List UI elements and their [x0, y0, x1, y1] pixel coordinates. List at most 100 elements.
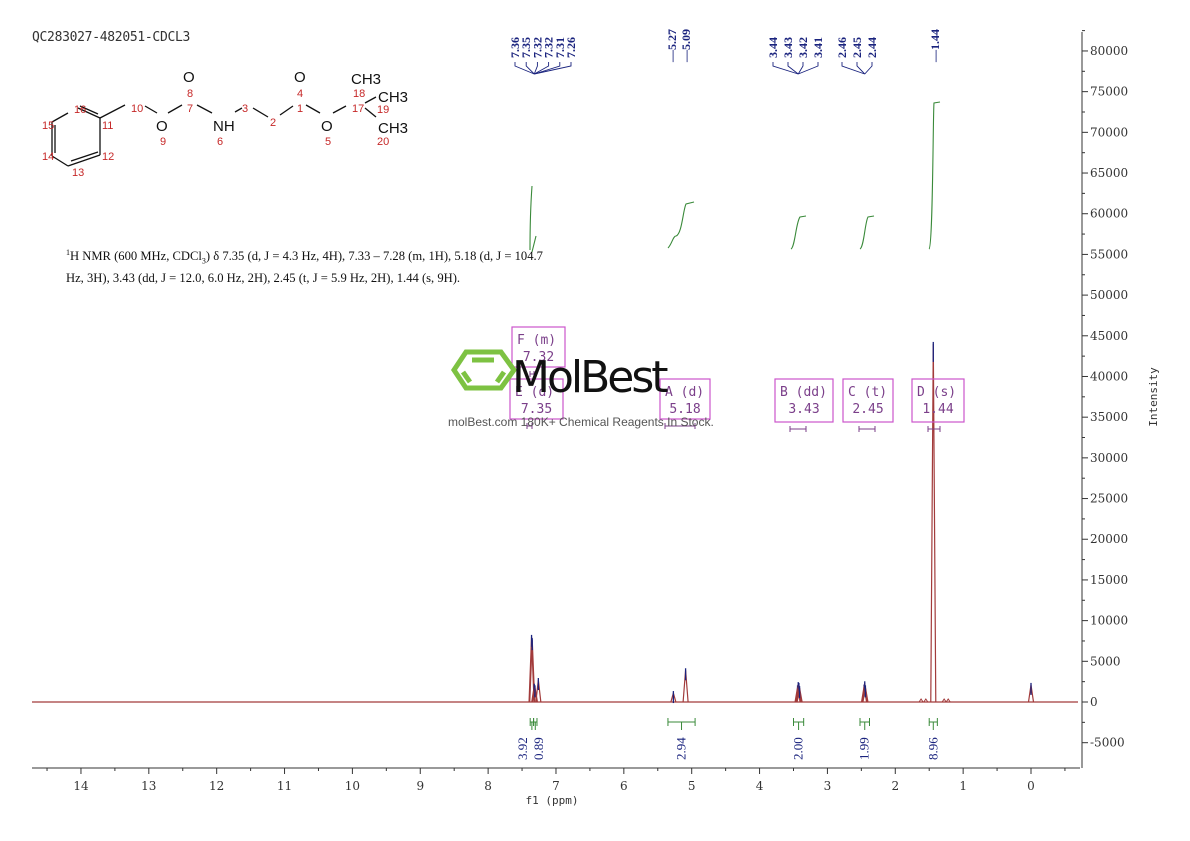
atom-num-7: 7 [187, 103, 193, 115]
y-tick-label: 25000 [1090, 492, 1128, 506]
y-tick-label: 30000 [1090, 451, 1128, 465]
integral-value: 8.96 [925, 737, 940, 760]
molecule-labels: O O CH3 CH3 CH3 NH O O 4 1 2 3 5 6 7 8 9… [42, 69, 408, 179]
peak-label: 2.46 [835, 37, 849, 58]
y-tick-label: 55000 [1090, 247, 1128, 261]
y-tick-label: 5000 [1090, 654, 1121, 668]
atom-num-4: 1 [297, 103, 303, 115]
atom-num-13: 13 [72, 167, 84, 179]
multiplet-box-C: C (t) 2.45 [842, 378, 894, 432]
svg-text:D (s): D (s) [917, 385, 956, 400]
peak-label: 7.36 [508, 37, 522, 58]
watermark-tagline: molBest.com 180K+ Chemical Reagents In S… [448, 415, 714, 429]
svg-text:A (d): A (d) [665, 385, 704, 400]
peak-label: 7.32 [530, 37, 544, 58]
svg-text:7.35: 7.35 [521, 402, 552, 417]
svg-text:5.18: 5.18 [669, 402, 700, 417]
x-tick-label: 9 [416, 779, 424, 793]
peak-label: —5.27 [665, 29, 679, 63]
multiplet-box-E: E (d) 7.35 [509, 378, 564, 429]
y-tick-label: 70000 [1090, 125, 1128, 139]
x-tick-label: 1 [959, 779, 967, 793]
atom-num-5: 5 [325, 136, 331, 148]
atom-o-carbonyl-1: O [183, 69, 195, 86]
integral-value: 3.92 [515, 737, 530, 760]
x-tick-label: 10 [345, 779, 360, 793]
atom-nh: NH [213, 118, 235, 135]
svg-text:C (t): C (t) [848, 385, 887, 400]
x-axis: 14 13 12 11 10 9 8 7 6 5 4 3 2 1 0 f1 (ppm) [32, 767, 1080, 807]
peak-label: 7.35 [519, 37, 533, 58]
y-tick-label: 10000 [1090, 614, 1128, 628]
spectrum-trace [32, 341, 1078, 704]
x-tick-label: 12 [209, 779, 224, 793]
atom-o-carbonyl-2: O [294, 69, 306, 86]
atom-num-9: 9 [160, 136, 166, 148]
peak-label: 3.41 [811, 37, 825, 58]
atom-num-11: 11 [102, 120, 113, 132]
integral-value: 2.00 [791, 737, 806, 760]
atom-num-20: 20 [377, 136, 389, 148]
watermark-brand: MolBest [512, 352, 668, 403]
multiplet-box-F: F (m) 7.32 [511, 326, 566, 377]
x-tick-label: 5 [688, 779, 696, 793]
nmr-line1-rest: ) δ 7.35 (d, J = 4.3 Hz, 4H), 7.33 – 7.2… [205, 249, 543, 264]
y-tick-label: 65000 [1090, 166, 1128, 180]
integral-value: 2.94 [674, 737, 689, 760]
atom-num-6: 6 [217, 136, 223, 148]
atom-num-18: 18 [353, 88, 365, 100]
peak-label: —1.44 [928, 29, 942, 63]
nmr-description: 1H NMR (600 MHz, CDCl3) δ 7.35 (d, J = 4… [66, 245, 636, 286]
atom-num-14: 14 [42, 151, 54, 163]
y-tick-label: 75000 [1090, 85, 1128, 99]
multiplet-box-D: D (s) 1.44 [911, 378, 965, 432]
integral-brackets: 3.92 0.89 2.94 2.00 1.99 8.96 [515, 718, 940, 760]
y-axis-title: Intensity [1147, 367, 1160, 427]
x-tick-label: 6 [620, 779, 628, 793]
molecule-structure [51, 96, 377, 167]
peak-labels: 7.367.357.327.327.317.26 —5.27 —5.09 3.44 3.… [508, 29, 942, 75]
peak-label: 7.31 [553, 37, 567, 58]
atom-o-5: O [321, 118, 333, 135]
x-tick-label: 14 [73, 779, 89, 793]
x-tick-label: 4 [756, 779, 764, 793]
x-tick-label: 2 [891, 779, 899, 793]
x-tick-label: 7 [552, 779, 560, 793]
svg-text:1.44: 1.44 [922, 402, 953, 417]
svg-text:B (dd): B (dd) [780, 385, 827, 400]
atom-o-9: O [156, 118, 168, 135]
svg-text:F (m): F (m) [517, 333, 556, 348]
svg-text:7.32: 7.32 [523, 350, 554, 365]
atom-num-15: 15 [42, 120, 54, 132]
y-tick-label: 50000 [1090, 288, 1128, 302]
x-axis-title: f1 (ppm) [526, 794, 579, 807]
atom-num-17: 17 [352, 103, 364, 115]
y-axis: 8000075000700006500060000550005000045000… [1081, 30, 1160, 768]
integral-curves [529, 101, 941, 253]
peak-label: —5.09 [679, 29, 693, 63]
peak-label: 2.45 [850, 37, 864, 58]
x-tick-label: 0 [1027, 779, 1035, 793]
molbest-watermark: MolBest molBest.com 180K+ Chemical Reage… [448, 349, 714, 429]
peak-label: 7.32 [542, 37, 556, 58]
x-tick-label: 13 [141, 779, 156, 793]
y-tick-label: 80000 [1090, 44, 1128, 58]
x-tick-label: 3 [824, 779, 832, 793]
multiplet-boxes: F (m) 7.32 E (d) 7.35 A (d) 5.18 B (dd) 3.43 C (… [509, 326, 965, 432]
svg-text:2.45: 2.45 [852, 402, 883, 417]
svg-text:3.43: 3.43 [788, 402, 819, 417]
integral-value: 0.89 [531, 737, 546, 760]
atom-num-19: 19 [377, 104, 389, 116]
peak-label: 2.44 [865, 37, 879, 58]
integral-value: 1.99 [857, 737, 872, 760]
x-tick-label: 11 [277, 779, 292, 793]
y-tick-label: 20000 [1090, 532, 1128, 546]
multiplet-box-A: A (d) 5.18 [659, 378, 711, 429]
atom-num-1: 4 [297, 88, 303, 100]
y-tick-label: 45000 [1090, 329, 1128, 343]
peak-label: 3.42 [796, 37, 810, 58]
peak-label: 7.26 [564, 37, 578, 58]
atom-num-12: 12 [102, 151, 114, 163]
sample-id-title: QC283027-482051-CDCL3 [32, 30, 191, 45]
